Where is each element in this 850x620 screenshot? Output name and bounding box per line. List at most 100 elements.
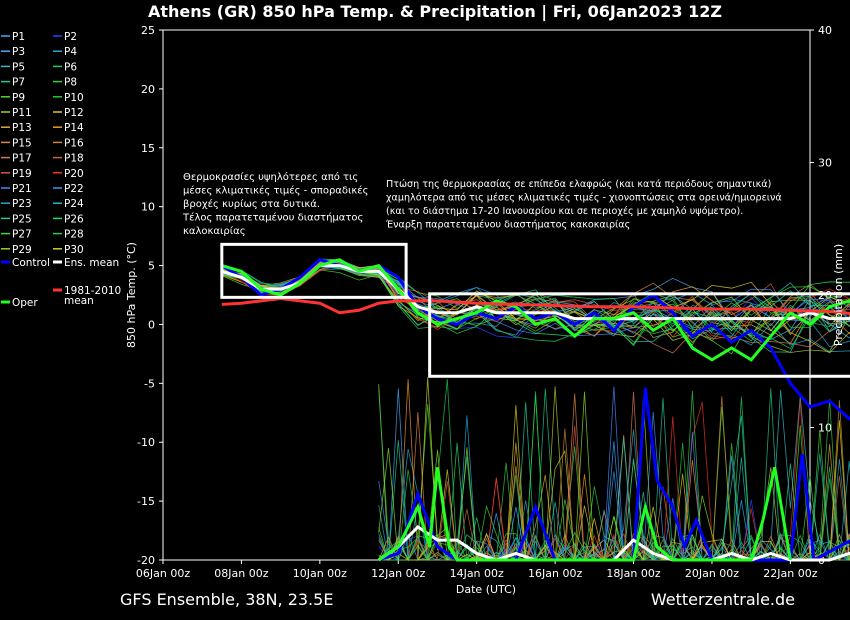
legend-item[interactable]: P18 (53, 153, 84, 165)
x-axis-label: Date (UTC) (456, 583, 516, 596)
legend-item[interactable]: P26 (53, 213, 84, 225)
x-tick-label: 20Jan 00z (685, 567, 739, 580)
y-tick-label: -10 (137, 436, 155, 449)
legend-label: P10 (64, 92, 84, 104)
annotation-line: Θερμοκρασίες υψηλότερες από τις (183, 171, 358, 183)
y-tick-label: 0 (148, 318, 155, 331)
legend-item[interactable]: P23 (1, 198, 32, 210)
legend-label: P28 (64, 229, 84, 241)
legend-item[interactable]: Oper (1, 297, 38, 309)
legend-label: P12 (64, 107, 84, 119)
annotation-line: (και το διάστημα 17-20 Ιανουαρίου και σε… (386, 205, 743, 217)
y-tick-label: 10 (141, 201, 155, 214)
legend-label: P18 (64, 153, 84, 165)
legend-item[interactable]: P4 (53, 46, 77, 58)
legend-label: P4 (64, 46, 77, 58)
legend-item[interactable]: P15 (1, 137, 32, 149)
y-axis-label: 850 hPa Temp. (°C) (125, 242, 138, 348)
y-tick-label: 20 (141, 83, 155, 96)
legend-label: Ens. mean (64, 257, 119, 269)
footer-site[interactable]: Wetterzentrale.de (651, 590, 795, 609)
legend-item[interactable]: P11 (1, 107, 32, 119)
legend-item[interactable]: P10 (53, 92, 84, 104)
legend-label: P22 (64, 183, 84, 195)
legend-item[interactable]: P25 (1, 213, 32, 225)
x-tick-label: 10Jan 00z (293, 567, 347, 580)
legend-label: P25 (12, 213, 32, 225)
x-tick-label: 14Jan 00z (450, 567, 504, 580)
annotation-line: βροχές κυρίως στα δυτικά. (183, 198, 320, 210)
legend-item[interactable]: P5 (1, 61, 25, 73)
temp-line (221, 296, 850, 315)
legend-item[interactable]: P7 (1, 77, 25, 89)
x-tick-label: 18Jan 00z (606, 567, 660, 580)
footer-source: GFS Ensemble, 38N, 23.5E (120, 590, 333, 609)
legend-item[interactable]: Control (1, 257, 50, 269)
legend-item[interactable]: P3 (1, 46, 25, 58)
x-tick-label: 22Jan 00z (763, 567, 817, 580)
legend-label: P7 (12, 77, 25, 89)
chart-title: Athens (GR) 850 hPa Temp. & Precipitatio… (148, 2, 722, 22)
legend-item[interactable]: P1 (1, 31, 25, 43)
legend-item[interactable]: P24 (53, 198, 84, 210)
temp-line (221, 264, 850, 321)
legend-label: P30 (64, 244, 84, 256)
legend-item[interactable]: P6 (53, 61, 77, 73)
annotation-line: μέσες κλιματικές τιμές - σποραδικές (183, 185, 369, 197)
legend-label: P16 (64, 137, 84, 149)
legend-item[interactable]: P8 (53, 77, 77, 89)
precip-line (377, 466, 792, 562)
legend-item[interactable]: P12 (53, 107, 84, 119)
legend-item[interactable]: P19 (1, 168, 32, 180)
legend-item[interactable]: P9 (1, 92, 25, 104)
legend-label: mean (64, 295, 94, 307)
y-tick-label: 15 (141, 142, 155, 155)
legend-label: Control (12, 257, 50, 269)
legend-label: P15 (12, 137, 32, 149)
legend-item[interactable]: P13 (1, 122, 32, 134)
legend-item[interactable]: P16 (53, 137, 84, 149)
legend-item[interactable]: P22 (53, 183, 84, 195)
y-tick-label: 25 (141, 24, 155, 37)
legend-label: P24 (64, 198, 84, 210)
legend: P1 P2 P3 P4 P5 P6 P7 P8 P9 P10 P11 P12 P13 P14 P15 P16 P… (1, 31, 121, 309)
y-tick-label: -5 (144, 377, 155, 390)
legend-item[interactable]: P2 (53, 31, 77, 43)
annotation-boxes (220, 242, 850, 378)
legend-label: P19 (12, 168, 32, 180)
legend-label: P1 (12, 31, 25, 43)
legend-item[interactable]: P20 (53, 168, 84, 180)
member-temp-line (221, 266, 850, 334)
y2-tick-label: 30 (818, 157, 832, 170)
legend-label: P17 (12, 153, 32, 165)
legend-label: Oper (12, 297, 38, 309)
annotation-line: Έναρξη παρατεταμένου διαστήματος κακοκαι… (385, 219, 630, 231)
legend-label: 1981-2010 (64, 285, 121, 297)
legend-item[interactable]: P17 (1, 153, 32, 165)
x-tick-label: 12Jan 00z (371, 567, 425, 580)
y-tick-label: 5 (148, 260, 155, 273)
legend-label: P9 (12, 92, 25, 104)
annotations: Θερμοκρασίες υψηλότερες από τις μέσες κλι… (182, 171, 782, 237)
legend-label: P20 (64, 168, 84, 180)
legend-label: P13 (12, 122, 32, 134)
y2-tick-label: 40 (818, 24, 832, 37)
legend-item[interactable]: Ens. mean (53, 257, 119, 269)
legend-label: P5 (12, 61, 25, 73)
annotation-line: Πτώση της θερμοκρασίας σε επίπεδα ελαφρώ… (386, 178, 771, 190)
legend-item[interactable]: P14 (53, 122, 84, 134)
annotation-line: καλοκαιρίας (183, 225, 246, 237)
legend-item[interactable]: P30 (53, 244, 84, 256)
x-tick-label: 06Jan 00z (136, 567, 190, 580)
legend-item[interactable]: P28 (53, 229, 84, 241)
legend-item[interactable]: P27 (1, 229, 32, 241)
legend-item[interactable]: P21 (1, 183, 32, 195)
legend-label: P29 (12, 244, 32, 256)
y-tick-label: -20 (137, 554, 155, 567)
legend-label: P23 (12, 198, 32, 210)
legend-item[interactable]: P29 (1, 244, 32, 256)
precip-line (378, 387, 850, 563)
